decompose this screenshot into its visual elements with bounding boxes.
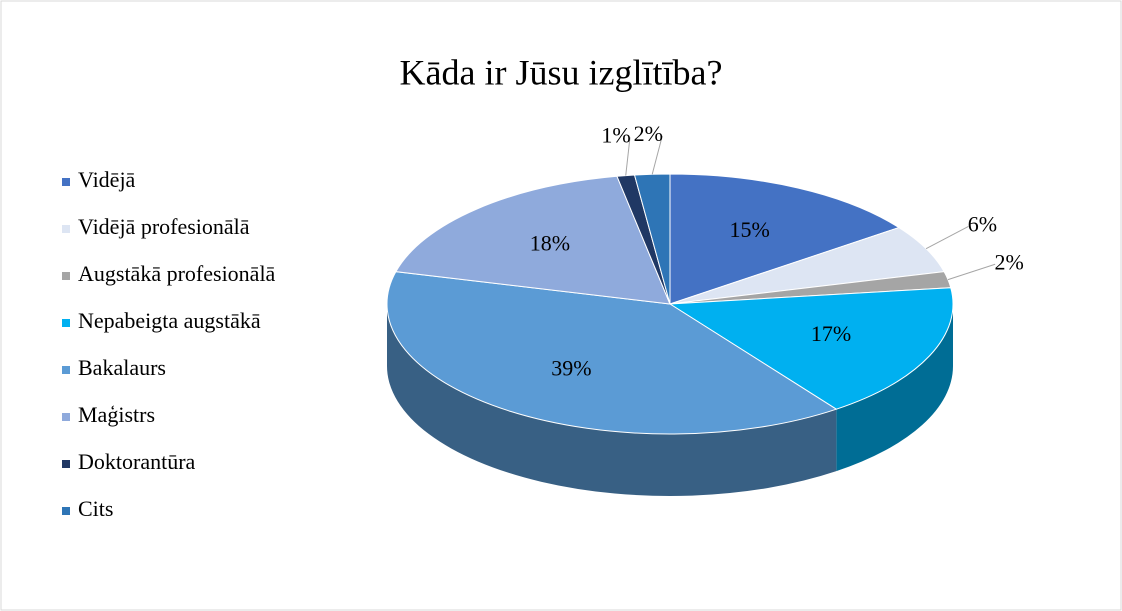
legend-marker: [62, 272, 70, 280]
data-label: 2%: [994, 249, 1023, 274]
leader-line: [947, 263, 996, 281]
data-label: 6%: [968, 212, 997, 237]
chart-title: Kāda ir Jūsu izglītība?: [400, 52, 723, 92]
data-label: 17%: [811, 321, 851, 346]
data-label: 18%: [530, 230, 570, 255]
pie-slice: [668, 287, 954, 410]
legend-marker: [62, 178, 70, 186]
legend-marker: [62, 413, 70, 421]
legend-label: Vidējā profesionālā: [78, 214, 250, 239]
data-label: 39%: [551, 356, 591, 381]
pie-side: [387, 304, 837, 496]
legend-marker: [62, 460, 70, 468]
legend-label: Maģistrs: [78, 402, 155, 427]
leader-line: [925, 226, 969, 250]
legend-marker: [62, 319, 70, 327]
legend-label: Nepabeigta augstākā: [78, 308, 261, 333]
legend-label: Augstākā profesionālā: [78, 261, 276, 286]
legend-label: Bakalaurs: [78, 355, 166, 380]
legend-marker: [62, 366, 70, 374]
pie-side: [836, 304, 953, 472]
pie-slice: [395, 175, 671, 305]
leader-line: [625, 137, 631, 176]
legend-label: Vidējā: [78, 167, 136, 192]
legend-label: Cits: [78, 496, 113, 521]
data-label: 2%: [634, 121, 663, 146]
pie-slice: [386, 271, 838, 435]
pie-slice: [669, 173, 901, 305]
legend-marker: [62, 225, 70, 233]
data-label: 15%: [729, 217, 769, 242]
legend-marker: [62, 507, 70, 515]
leader-line: [651, 135, 663, 175]
data-label: 1%: [601, 122, 630, 147]
legend-label: Doktorantūra: [78, 449, 196, 474]
